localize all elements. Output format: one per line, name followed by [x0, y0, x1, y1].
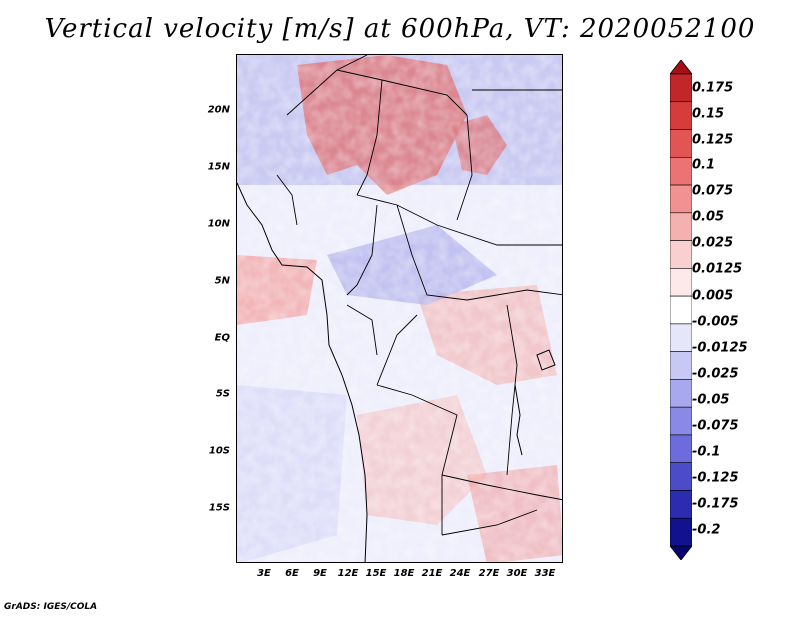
lon-label-3e: 3E	[257, 568, 271, 579]
lat-label-15n: 15N	[207, 161, 230, 173]
colorbar-segment	[670, 240, 692, 269]
colorbar-label-0-125: 0.125	[692, 132, 734, 148]
colorbar-segment	[670, 184, 692, 214]
colorbar	[670, 60, 692, 560]
field-texture	[237, 55, 562, 562]
colorbar-arrow-bottom	[670, 545, 692, 560]
colorbar-label-neg-0-05: -0.05	[692, 392, 730, 408]
colorbar-label-neg-0-1: -0.1	[692, 444, 721, 460]
lat-label-eq: EQ	[214, 332, 230, 344]
colorbar-segment	[670, 462, 692, 491]
colorbar-label-0-175: 0.175	[692, 80, 734, 96]
colorbar-segment	[670, 268, 692, 297]
colorbar-label-0-05: 0.05	[692, 209, 725, 225]
lat-label-20n: 20N	[207, 104, 230, 116]
lon-label-33e: 33E	[534, 568, 556, 579]
lon-label-6e: 6E	[285, 568, 299, 579]
colorbar-label-0-1: 0.1	[692, 157, 716, 173]
colorbar-label-0-0125: 0.0125	[692, 261, 743, 277]
colorbar-segment	[670, 351, 692, 380]
lon-label-24e: 24E	[449, 568, 471, 579]
lon-label-27e: 27E	[478, 568, 500, 579]
footer-credit: GrADS: IGES/COLA	[4, 602, 98, 612]
lat-label-10s: 10S	[208, 445, 230, 457]
map-panel	[236, 54, 563, 563]
colorbar-label-0-025: 0.025	[692, 235, 734, 251]
country-borders	[276, 55, 562, 536]
colorbar-segment	[670, 129, 692, 158]
colorbar-label-neg-0-2: -0.2	[692, 522, 721, 538]
velocity-field-map	[237, 55, 562, 562]
colorbar-segment	[670, 406, 692, 436]
lon-label-21e: 21E	[421, 568, 443, 579]
colorbar-segment	[670, 517, 692, 547]
lat-label-5n: 5N	[214, 275, 230, 287]
lon-label-18e: 18E	[393, 568, 415, 579]
colorbar-label-neg-0-0125: -0.0125	[692, 340, 748, 356]
lat-label-15s: 15S	[208, 502, 230, 514]
colorbar-label-neg-0-125: -0.125	[692, 470, 739, 486]
colorbar-label-0-15: 0.15	[692, 106, 725, 122]
colorbar-segment	[670, 101, 692, 130]
colorbar-label-0-005: 0.005	[692, 288, 734, 304]
colorbar-segment	[670, 212, 692, 241]
colorbar-segment	[670, 379, 692, 408]
lon-label-30e: 30E	[506, 568, 528, 579]
colorbar-segment	[670, 323, 692, 352]
colorbar-segment	[670, 73, 692, 103]
colorbar-label-neg-0-005: -0.005	[692, 314, 739, 330]
lat-label-5s: 5S	[215, 388, 230, 400]
colorbar-arrow-top	[670, 60, 692, 75]
lon-label-9e: 9E	[313, 568, 327, 579]
colorbar-segment	[670, 295, 692, 325]
colorbar-segment	[670, 490, 692, 519]
lon-label-15e: 15E	[365, 568, 387, 579]
colorbar-label-neg-0-175: -0.175	[692, 496, 739, 512]
colorbar-label-neg-0-075: -0.075	[692, 418, 739, 434]
lakes	[514, 349, 556, 456]
coastline	[237, 182, 368, 562]
chart-title: Vertical velocity [m/s] at 600hPa, VT: 2…	[44, 14, 756, 44]
colorbar-label-0-075: 0.075	[692, 183, 734, 199]
lon-label-12e: 12E	[337, 568, 359, 579]
colorbar-segment	[670, 156, 692, 186]
colorbar-segment	[670, 434, 692, 464]
colorbar-label-neg-0-025: -0.025	[692, 366, 739, 382]
lat-label-10n: 10N	[207, 218, 230, 230]
